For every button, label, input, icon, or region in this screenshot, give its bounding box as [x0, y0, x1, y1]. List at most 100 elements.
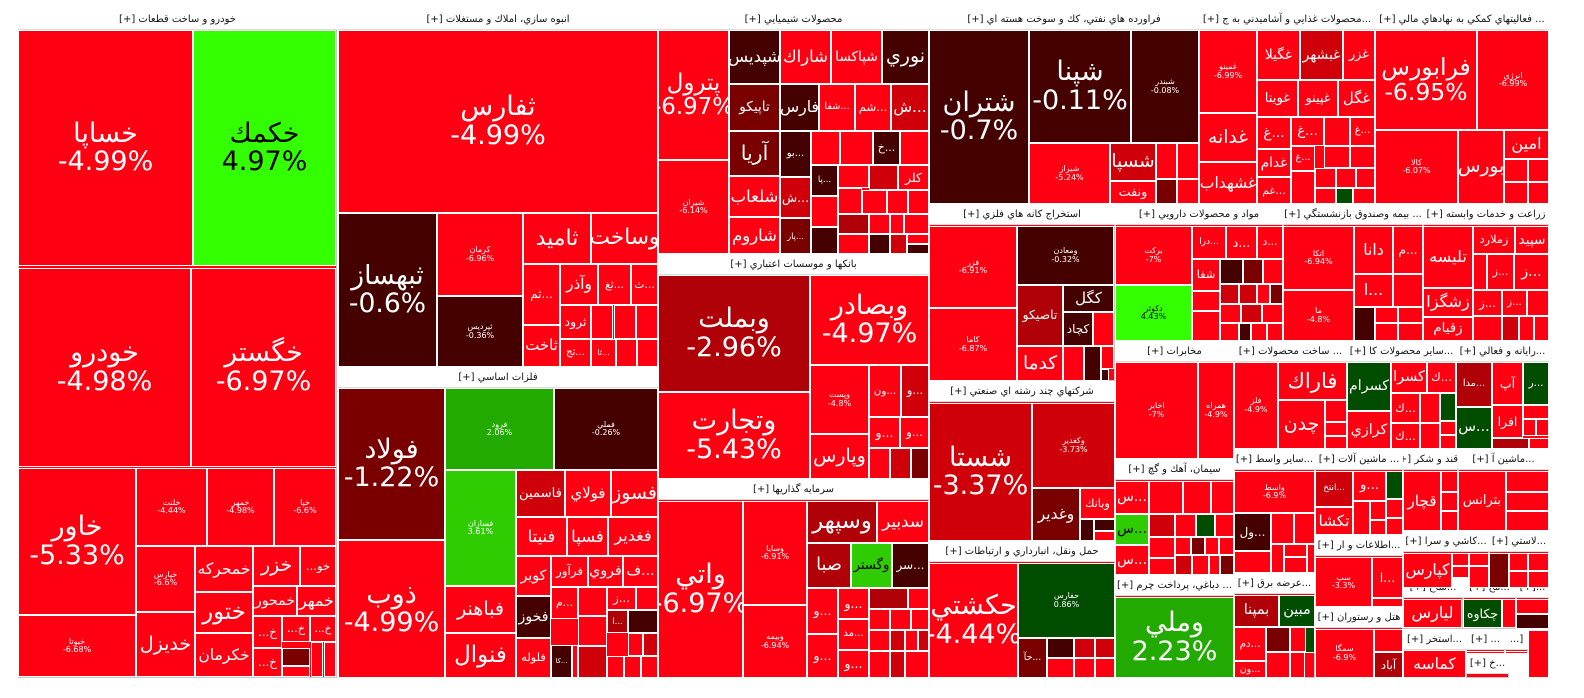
stock-tile-small[interactable]	[1074, 658, 1095, 678]
stock-tile-small[interactable]	[1504, 159, 1528, 182]
stock-tile-small[interactable]	[1375, 323, 1398, 341]
stock-tile[interactable]: ...ش	[891, 84, 929, 131]
stock-tile-small[interactable]	[643, 633, 658, 656]
stock-tile[interactable]: ...و	[807, 634, 838, 678]
stock-tile-small[interactable]	[890, 609, 911, 630]
sector-header[interactable]: خودرو و ساخت قطعات [+]	[18, 10, 337, 30]
stock-tile[interactable]: شپديس	[729, 30, 780, 84]
stock-tile-small[interactable]	[1516, 614, 1549, 629]
stock-tile[interactable]: كسرا	[1391, 362, 1427, 393]
stock-tile[interactable]: ثفارس -4.99%	[338, 30, 658, 213]
stock-tile[interactable]: فروي	[588, 556, 623, 587]
stock-tile[interactable]: سپ -3.3%	[1315, 557, 1372, 607]
stock-tile-small[interactable]	[1239, 284, 1257, 304]
stock-tile[interactable]: كلر	[898, 165, 929, 190]
stock-tile[interactable]: تاصيكو	[1017, 285, 1063, 346]
stock-tile-small[interactable]	[811, 131, 840, 165]
stock-tile-small[interactable]	[887, 190, 908, 214]
stock-tile[interactable]: خمحركه	[195, 546, 253, 592]
stock-tile[interactable]: نوري	[882, 30, 929, 84]
stock-tile[interactable]: شپنا -0.11%	[1029, 30, 1131, 143]
stock-tile-small[interactable]	[1324, 146, 1350, 168]
stock-tile-small[interactable]	[1469, 553, 1489, 566]
stock-tile-small[interactable]	[1149, 558, 1175, 575]
stock-tile-small[interactable]	[1271, 513, 1294, 544]
stock-tile[interactable]: دانا	[1354, 226, 1393, 274]
stock-tile[interactable]: ونفت	[1110, 181, 1156, 204]
stock-tile[interactable]: خكرمان	[195, 633, 253, 677]
stock-tile-small[interactable]	[869, 165, 898, 190]
stock-tile-small[interactable]	[1149, 514, 1175, 537]
stock-tile[interactable]: ...ر	[1523, 362, 1549, 405]
stock-tile-small[interactable]	[838, 214, 869, 234]
stock-tile[interactable]: زقيام	[1423, 317, 1473, 341]
stock-tile-small[interactable]	[838, 165, 869, 188]
sector-header[interactable]: هتل و رستوران [+]	[1315, 608, 1403, 628]
stock-tile-small[interactable]	[1191, 537, 1205, 555]
stock-tile-small[interactable]	[890, 448, 911, 479]
stock-tile-small[interactable]	[840, 131, 873, 165]
stock-tile[interactable]: زملارد	[1473, 226, 1515, 254]
stock-tile-small[interactable]	[1441, 471, 1458, 492]
stock-tile[interactable]: صبا	[807, 543, 851, 588]
stock-tile[interactable]: شلعاب	[729, 176, 780, 217]
stock-tile-small[interactable]	[1336, 168, 1356, 188]
stock-tile[interactable]: دكوثر 4.43%	[1115, 285, 1192, 341]
sector-header[interactable]: ...استخر [+]	[1403, 630, 1466, 650]
stock-tile-small[interactable]	[1374, 629, 1403, 652]
stock-tile-small[interactable]	[1393, 274, 1423, 307]
stock-tile-small[interactable]	[1192, 311, 1220, 341]
stock-tile[interactable]: كپارس	[1403, 553, 1452, 588]
stock-tile-small[interactable]	[1386, 518, 1403, 535]
stock-tile[interactable]: خلنت -4.44%	[136, 468, 207, 546]
stock-tile-small[interactable]	[1353, 188, 1375, 204]
sector-header[interactable]: حمل ونقل، انبارداري و ارتباطات [+]	[929, 542, 1115, 562]
stock-tile[interactable]: ...ثج	[560, 339, 591, 367]
stock-tile-small[interactable]	[1502, 599, 1516, 628]
stock-tile-small[interactable]	[1529, 438, 1549, 449]
stock-tile-small[interactable]	[591, 305, 613, 339]
stock-tile-small[interactable]	[1156, 179, 1177, 204]
stock-tile[interactable]: غويتا	[1257, 80, 1298, 117]
stock-tile-small[interactable]	[869, 630, 890, 651]
stock-tile[interactable]: ...بو	[780, 131, 811, 177]
sector-header[interactable]: ...ماشين آ [+]	[1458, 450, 1549, 470]
stock-tile-small[interactable]	[1324, 117, 1350, 146]
stock-tile-small[interactable]	[1441, 492, 1458, 511]
stock-tile[interactable]: ...سر	[892, 543, 929, 588]
stock-tile-small[interactable]	[1502, 316, 1519, 341]
sector-header[interactable]: سيمان، آهك و گچ [+]	[1115, 460, 1234, 480]
stock-tile[interactable]: فغدير	[608, 517, 658, 556]
stock-tile[interactable]: وملي 2.23%	[1115, 597, 1234, 678]
stock-tile-small[interactable]	[869, 609, 890, 630]
stock-tile[interactable]: بمپنا	[1234, 595, 1279, 627]
stock-tile[interactable]: كرازي	[1347, 411, 1391, 449]
stock-tile-small[interactable]	[1336, 188, 1353, 204]
stock-tile-small[interactable]	[1192, 291, 1220, 311]
stock-tile[interactable]: خديزل	[136, 612, 195, 677]
stock-tile-small[interactable]	[636, 587, 658, 610]
stock-tile[interactable]: سدبير	[877, 501, 929, 543]
stock-tile-small[interactable]	[1516, 599, 1549, 614]
stock-tile-small[interactable]	[1452, 566, 1469, 578]
stock-tile[interactable]: پترول-6.97%	[658, 30, 729, 160]
stock-tile[interactable]: شاروم	[729, 217, 780, 254]
stock-tile[interactable]: فرود 2.06%	[445, 388, 554, 470]
stock-tile[interactable]: كرمان -6.96%	[437, 213, 523, 296]
stock-tile[interactable]: خبوتا -6.68%	[18, 615, 136, 677]
stock-tile-small[interactable]	[1536, 419, 1549, 436]
stock-tile[interactable]: ...درا	[1192, 226, 1226, 259]
stock-tile[interactable]: ...كا	[551, 645, 572, 678]
sector-header[interactable]: [...	[1505, 630, 1528, 650]
stock-tile[interactable]: فرآور	[551, 556, 588, 587]
stock-tile-small[interactable]	[1528, 182, 1549, 204]
stock-tile[interactable]: ...ا	[1372, 557, 1403, 598]
stock-tile-small[interactable]	[1523, 405, 1549, 419]
stock-tile[interactable]: وغدير	[1032, 488, 1080, 541]
stock-tile-small[interactable]	[1149, 481, 1183, 514]
stock-tile[interactable]: شستا -3.37%	[929, 403, 1032, 541]
stock-tile[interactable]: ...شم	[855, 84, 891, 131]
stock-tile-small[interactable]	[1175, 555, 1192, 575]
stock-tile[interactable]: ...د	[1257, 226, 1283, 259]
stock-tile-small[interactable]	[1047, 658, 1074, 678]
